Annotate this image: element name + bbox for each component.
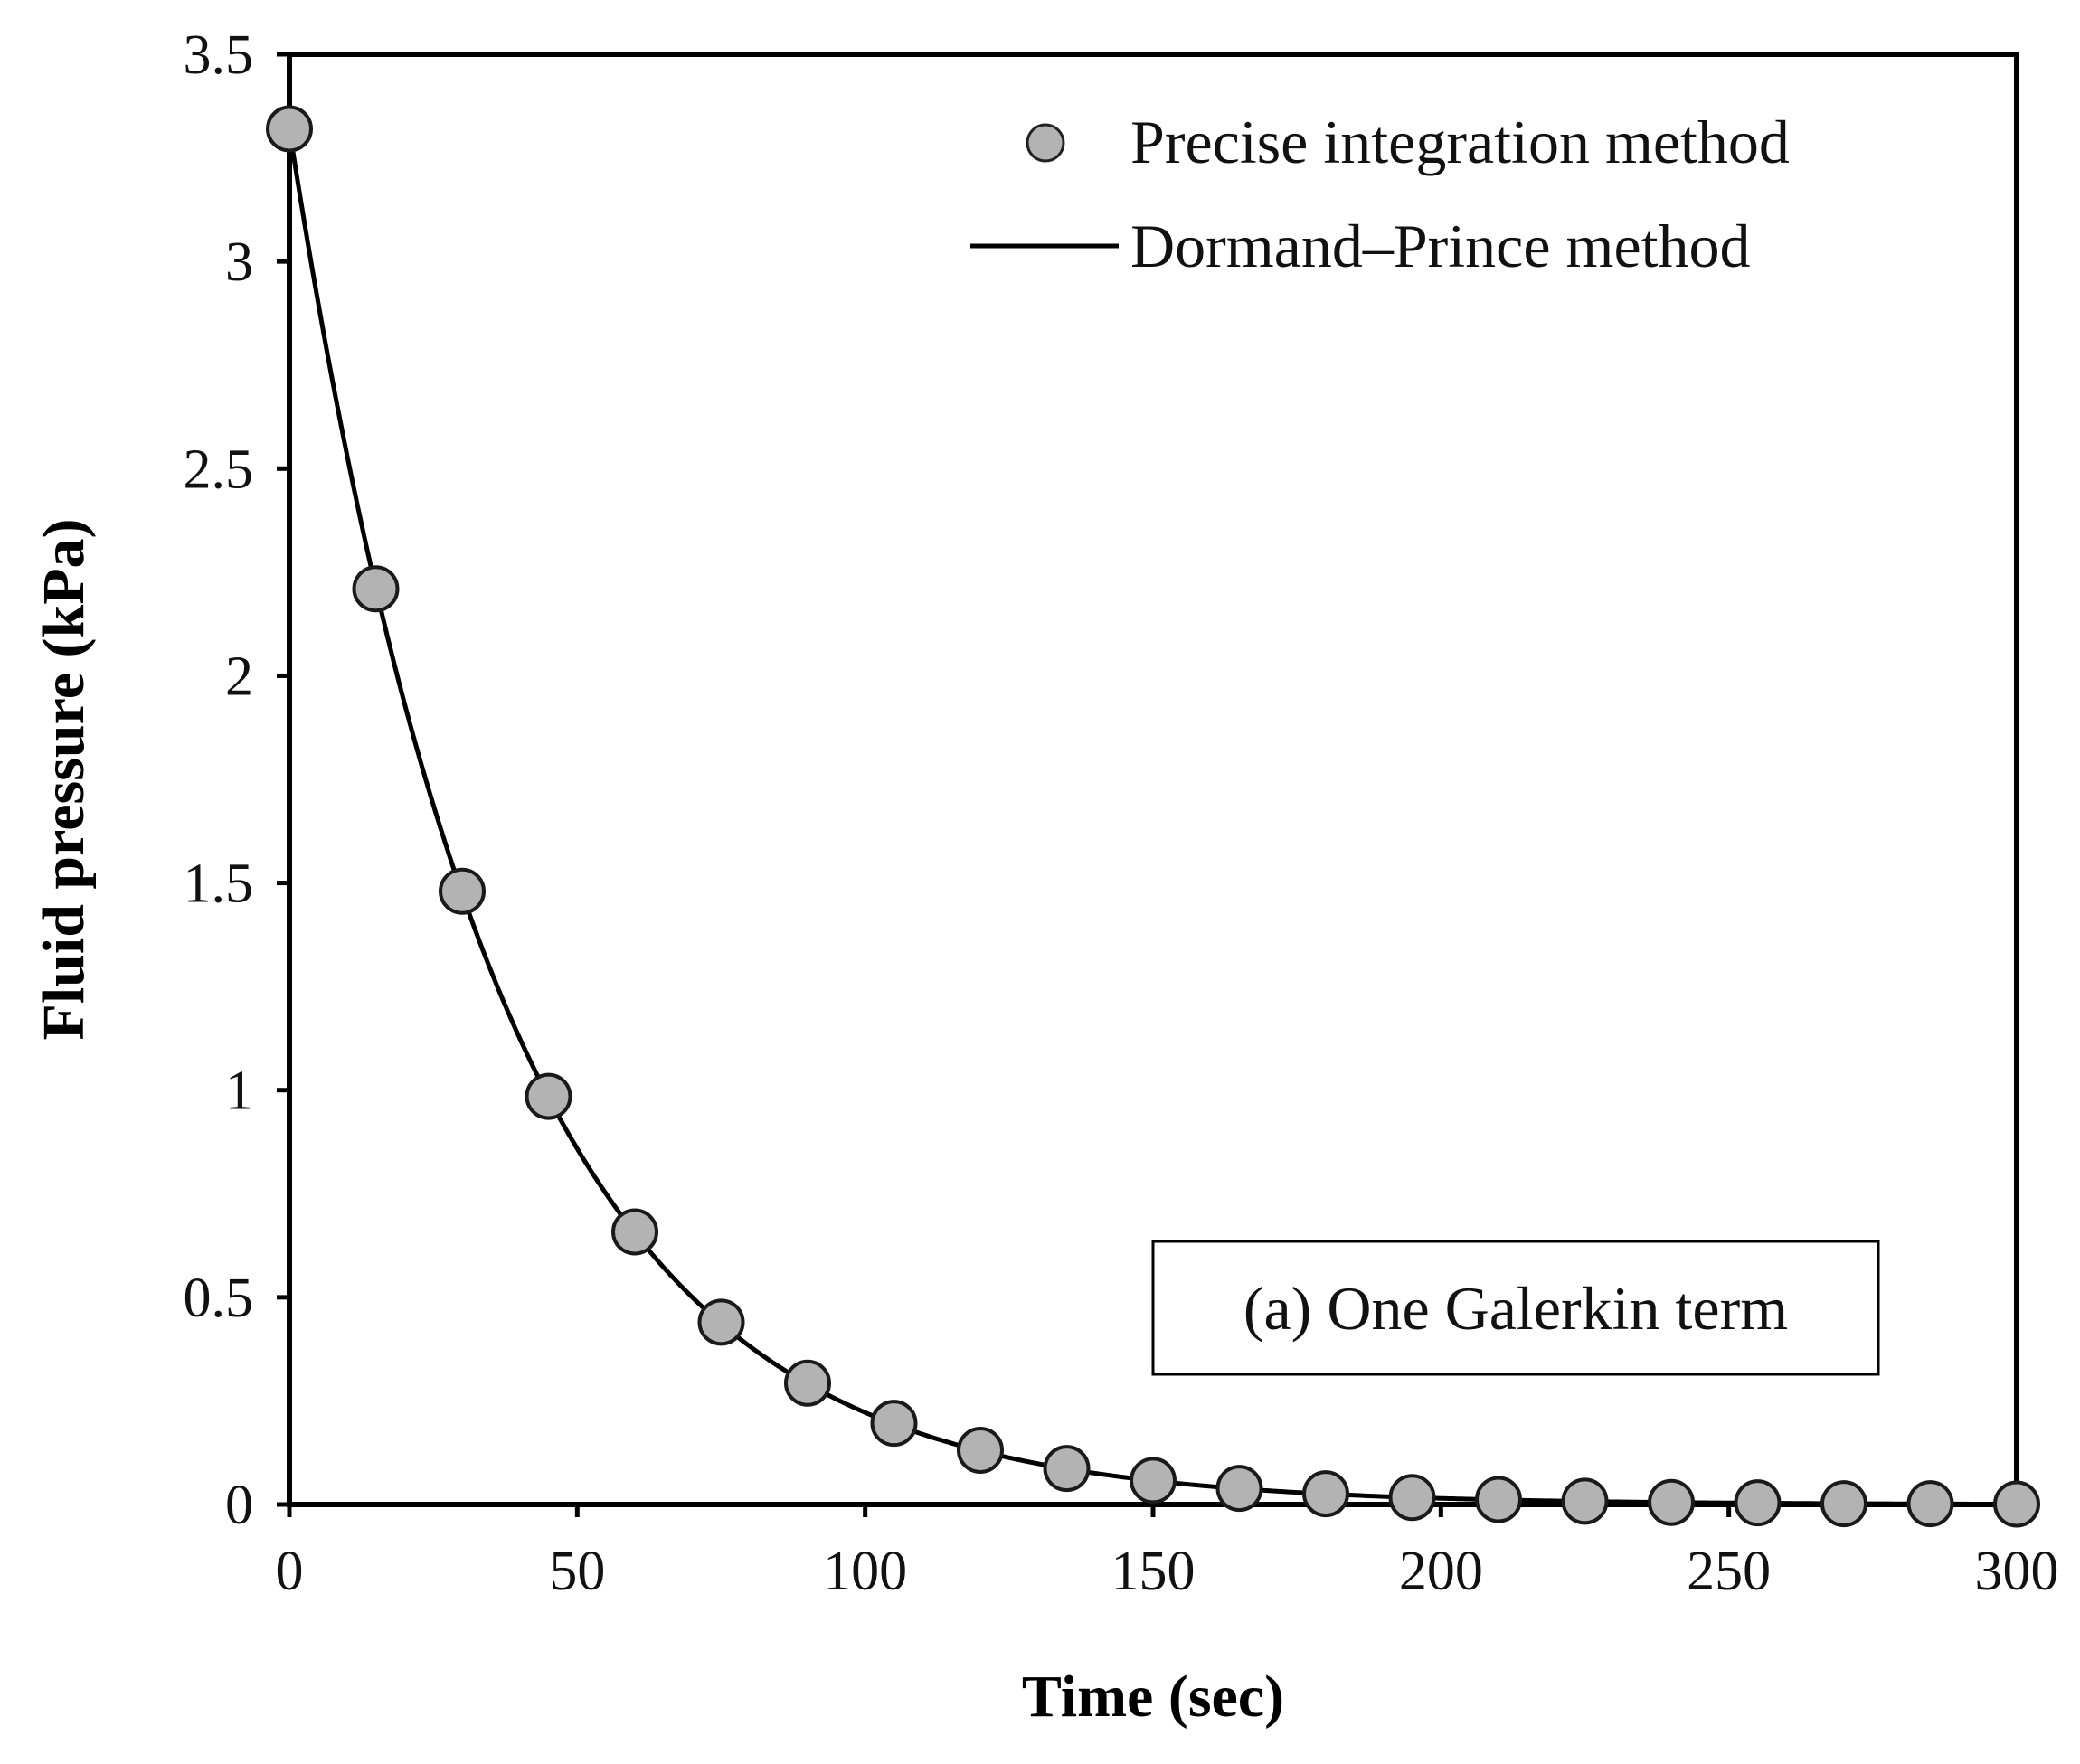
data-point xyxy=(611,1208,658,1256)
data-point xyxy=(1820,1480,1867,1528)
data-point xyxy=(1130,1457,1177,1505)
x-axis-ticks: 0 50 100 150 200 250 300 xyxy=(276,1505,2059,1602)
data-point xyxy=(1734,1479,1782,1527)
x-tick-label: 150 xyxy=(1111,1541,1196,1602)
x-axis-title: Time (sec) xyxy=(1022,1664,1284,1730)
y-tick-label: 2 xyxy=(225,646,253,707)
y-tick-label: 3 xyxy=(225,231,253,293)
annotation-frame xyxy=(1151,1240,1880,1376)
y-tick-label: 2.5 xyxy=(184,439,254,500)
data-point xyxy=(1993,1480,2040,1528)
data-point xyxy=(870,1400,918,1448)
y-tick-label: 1 xyxy=(225,1061,253,1122)
legend-label-dormand-prince: Dormand–Prince method xyxy=(1130,212,1751,280)
annotation-text: (a) One Galerkin term xyxy=(1243,1274,1788,1343)
data-point xyxy=(439,867,486,915)
x-tick-label: 100 xyxy=(823,1541,907,1602)
annotation-box: (a) One Galerkin term xyxy=(1151,1240,1880,1376)
y-tick-label: 3.5 xyxy=(184,24,254,86)
data-point xyxy=(525,1072,572,1120)
data-point xyxy=(957,1426,1004,1474)
data-point xyxy=(1475,1476,1522,1523)
x-tick-label: 300 xyxy=(1975,1541,2059,1602)
legend-marker-precise-integration xyxy=(1026,123,1065,163)
y-tick-label: 1.5 xyxy=(184,854,254,915)
y-tick-label: 0 xyxy=(225,1475,253,1536)
data-point xyxy=(1561,1477,1609,1525)
data-point xyxy=(266,105,313,153)
data-point xyxy=(1043,1445,1091,1493)
data-point xyxy=(697,1298,745,1346)
data-point xyxy=(1388,1474,1436,1522)
x-tick-label: 200 xyxy=(1399,1541,1483,1602)
x-tick-label: 250 xyxy=(1687,1541,1771,1602)
data-point xyxy=(1906,1480,1954,1528)
y-axis-title: Fluid pressure (kPa) xyxy=(31,519,97,1041)
data-point xyxy=(784,1359,831,1407)
data-point xyxy=(1648,1478,1695,1526)
legend-label-precise-integration: Precise integration method xyxy=(1130,108,1790,176)
y-tick-label: 0.5 xyxy=(184,1268,254,1329)
legend: Precise integration method Dormand–Princ… xyxy=(970,108,1790,280)
x-tick-label: 0 xyxy=(276,1541,304,1602)
data-point xyxy=(352,565,400,613)
data-point xyxy=(1302,1470,1349,1518)
data-point xyxy=(1215,1465,1263,1513)
precise-integration-markers xyxy=(266,105,2040,1528)
y-axis-ticks: 0 0.5 1 1.5 2 2.5 3 3.5 xyxy=(184,24,289,1536)
x-tick-label: 50 xyxy=(549,1541,605,1602)
